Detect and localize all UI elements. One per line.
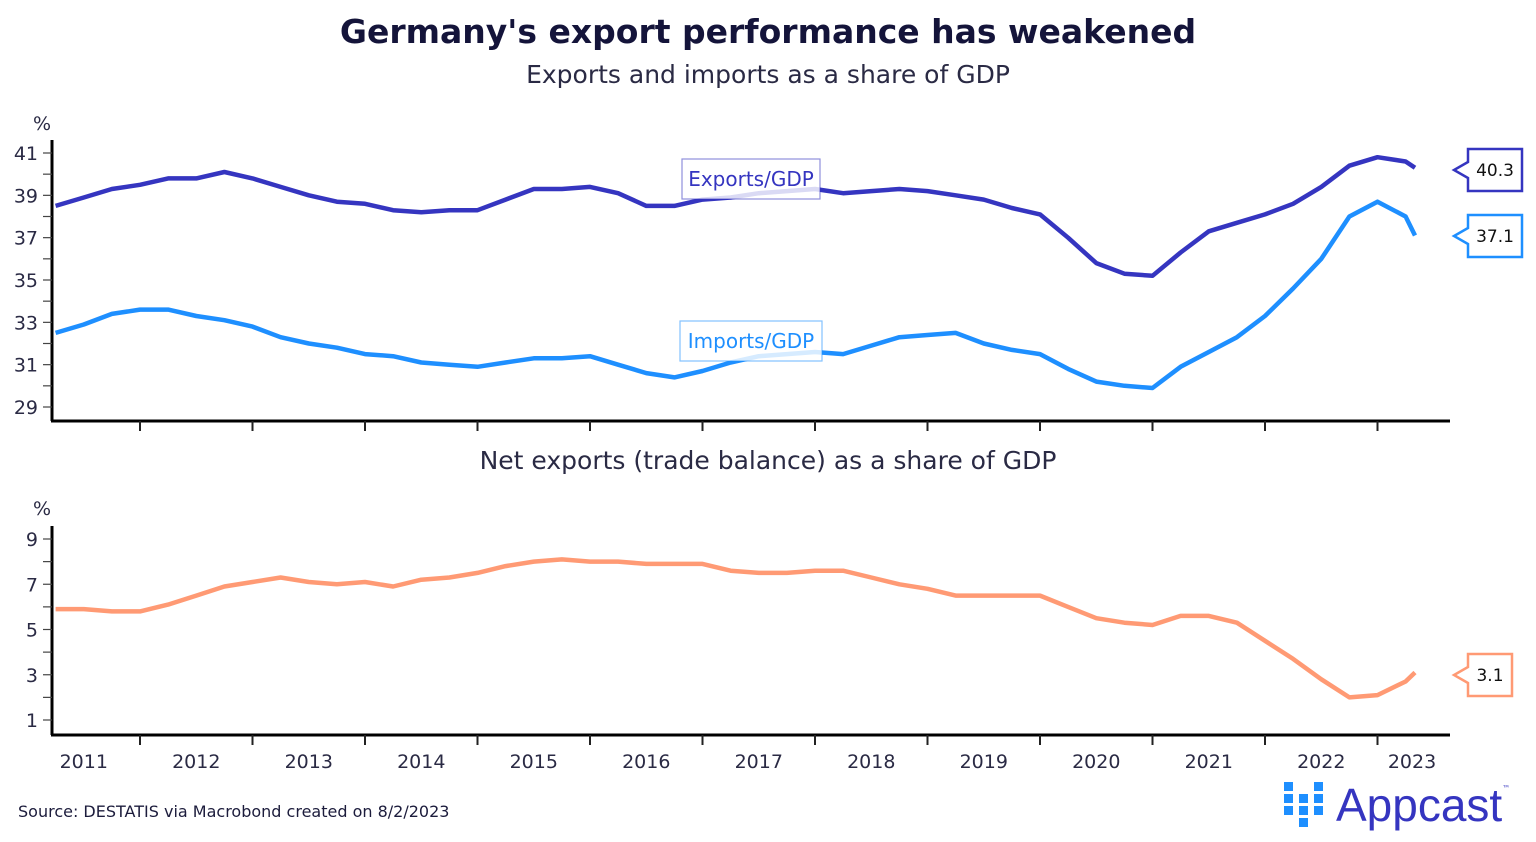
y-tick-label: 29 bbox=[14, 397, 38, 419]
logo-trademark: ™ bbox=[1502, 784, 1511, 793]
bottom-chart-subtitle: Net exports (trade balance) as a share o… bbox=[479, 446, 1057, 475]
appcast-logo: Appcast ™ bbox=[1284, 778, 1510, 832]
x-tick-label: 2013 bbox=[285, 751, 333, 773]
y-tick-label: 41 bbox=[14, 143, 38, 165]
series-line-net-exports bbox=[55, 557, 1417, 700]
x-tick-label: 2011 bbox=[60, 751, 108, 773]
y-axis-unit-label: % bbox=[33, 113, 51, 135]
x-tick-label: 2020 bbox=[1072, 751, 1120, 773]
last-value-label: 40.3 bbox=[1476, 161, 1514, 181]
last-value-callout bbox=[1451, 652, 1514, 698]
logo-dot-grid-icon bbox=[1284, 782, 1323, 827]
y-tick-label: 39 bbox=[14, 185, 38, 207]
y-tick-label: 35 bbox=[14, 270, 38, 292]
x-tick-label: 2021 bbox=[1185, 751, 1233, 773]
y-tick-label: 37 bbox=[14, 228, 38, 250]
y-tick-label: 1 bbox=[26, 710, 38, 732]
top-chart-subtitle: Exports and imports as a share of GDP bbox=[526, 60, 1010, 89]
x-tick-label: 2023 bbox=[1388, 751, 1436, 773]
source-note: Source: DESTATIS via Macrobond created o… bbox=[18, 802, 450, 821]
series-label-box bbox=[679, 320, 823, 362]
x-tick-label: 2016 bbox=[622, 751, 670, 773]
y-tick-label: 3 bbox=[26, 665, 38, 687]
x-tick-label: 2019 bbox=[960, 751, 1008, 773]
x-tick-label: 2022 bbox=[1297, 751, 1345, 773]
y-tick-label: 7 bbox=[26, 574, 38, 596]
chart-title: Germany's export performance has weakene… bbox=[339, 12, 1197, 51]
y-tick-label: 31 bbox=[14, 355, 38, 377]
last-value-label: 37.1 bbox=[1476, 227, 1514, 247]
series-name-label: Exports/GDP bbox=[688, 167, 814, 191]
x-tick-label: 2012 bbox=[172, 751, 220, 773]
logo-text: Appcast bbox=[1336, 779, 1503, 831]
series-label-box bbox=[681, 158, 821, 200]
x-tick-label: 2014 bbox=[397, 751, 445, 773]
last-value-callout bbox=[1451, 213, 1524, 259]
last-value-callout bbox=[1451, 147, 1524, 193]
series-name-label: Imports/GDP bbox=[688, 329, 815, 353]
y-tick-label: 33 bbox=[14, 312, 38, 334]
x-tick-label: 2015 bbox=[510, 751, 558, 773]
y-axis-unit-label: % bbox=[33, 498, 51, 520]
y-tick-label: 5 bbox=[26, 620, 38, 642]
x-tick-label: 2018 bbox=[847, 751, 895, 773]
y-tick-label: 9 bbox=[26, 529, 38, 551]
x-tick-label: 2017 bbox=[735, 751, 783, 773]
last-value-label: 3.1 bbox=[1476, 666, 1503, 686]
